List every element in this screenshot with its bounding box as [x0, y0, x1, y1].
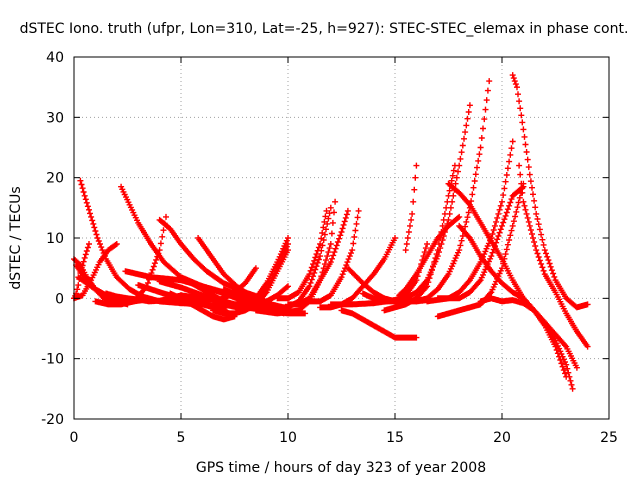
y-axis-label: dSTEC / TECUs — [8, 186, 24, 289]
data-points — [370, 102, 473, 305]
data-series-trace — [402, 162, 420, 254]
data-series-trace — [338, 307, 420, 341]
data-series-trace — [509, 72, 591, 311]
x-tick-label: 5 — [177, 430, 186, 446]
axis-ticks: 0 5 10 15 20 25 -20 -10 0 10 20 30 40 — [41, 50, 618, 446]
x-tick-label: 15 — [386, 430, 404, 446]
data-points — [477, 295, 576, 392]
y-tick-label: 30 — [46, 110, 64, 126]
y-tick-label: -20 — [41, 412, 64, 428]
data-series-trace — [516, 162, 591, 350]
data-points — [509, 72, 591, 311]
data-series-trace — [370, 102, 473, 305]
data-series-trace — [167, 290, 238, 323]
data-series-trace — [396, 213, 463, 299]
chart-title: dSTEC Iono. truth (ufpr, Lon=310, Lat=-2… — [20, 21, 629, 37]
x-tick-label: 20 — [493, 430, 511, 446]
data-series-trace — [477, 295, 576, 392]
x-axis-label: GPS time / hours of day 323 of year 2008 — [196, 460, 486, 476]
data-points — [402, 162, 420, 254]
y-tick-label: 10 — [46, 231, 64, 247]
data-points — [274, 207, 330, 302]
x-tick-label: 0 — [70, 430, 79, 446]
data-series-trace — [306, 207, 362, 305]
data-series-trace — [274, 207, 330, 302]
data-points — [285, 207, 351, 308]
data-points — [413, 78, 493, 305]
data-series-trace — [210, 265, 259, 305]
y-tick-label: 0 — [55, 291, 64, 307]
y-tick-label: -10 — [41, 352, 64, 368]
data-points — [338, 307, 420, 341]
x-tick-label: 25 — [600, 430, 618, 446]
data-points — [167, 290, 238, 323]
data-points — [306, 207, 362, 305]
data-points — [210, 265, 259, 305]
data-series-trace — [445, 180, 580, 371]
data-series-trace — [285, 207, 351, 308]
data-series-trace — [413, 78, 493, 305]
y-tick-label: 20 — [46, 171, 64, 187]
data-points — [396, 213, 463, 299]
data-series — [71, 72, 591, 392]
data-points — [516, 162, 591, 350]
x-tick-label: 10 — [279, 430, 297, 446]
y-tick-label: 40 — [46, 50, 64, 66]
data-points — [445, 180, 580, 371]
